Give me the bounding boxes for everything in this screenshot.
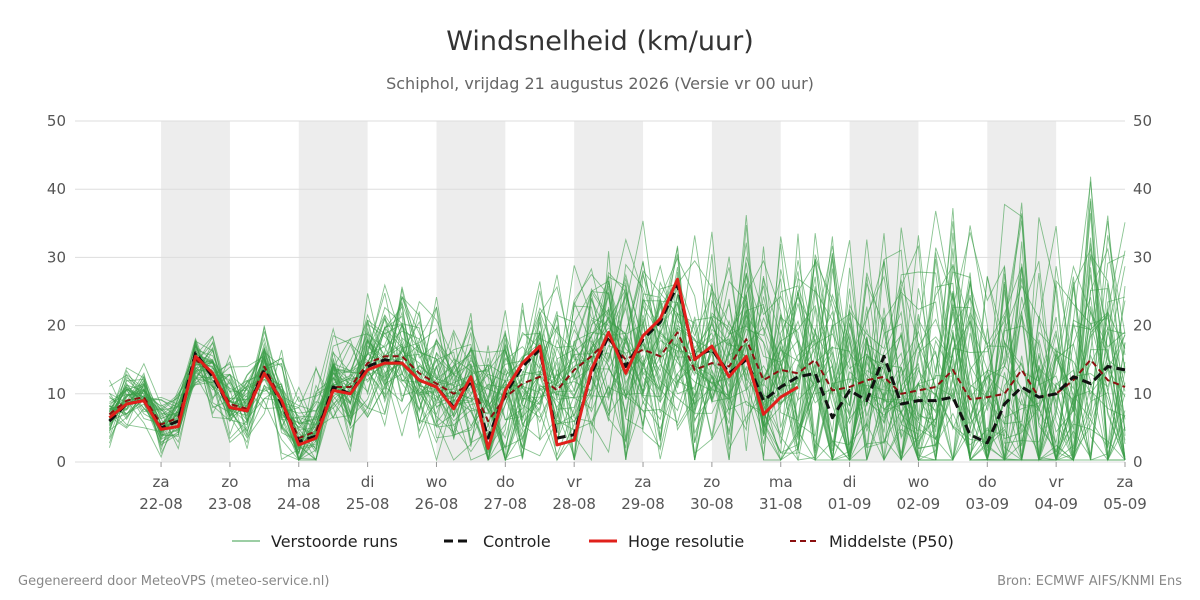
x-tick-date: 23-08 [208,495,252,513]
perturbed-run-line [109,264,1126,461]
x-axis: za 22-08 zo 23-08 ma 24-08 di 25-08 wo 26-08 do 27-… [139,462,1147,513]
x-tick-weekday: vr [1049,473,1065,491]
chart-title: Windsnelheid (km/uur) [446,26,754,57]
high-res-line [108,277,799,450]
x-tick-weekday: zo [703,473,720,491]
legend-label-median: Middelste (P50) [829,532,954,551]
y-tick-label-right: 50 [1133,112,1152,130]
legend: Verstoorde runs Controle Hoge resolutie … [232,532,954,551]
x-tick-weekday: di [361,473,375,491]
y-tick-label-right: 20 [1133,317,1152,335]
x-tick-weekday: wo [426,473,447,491]
x-tick-date: 04-09 [1034,495,1078,513]
x-tick-date: 05-09 [1103,495,1147,513]
x-tick-date: 26-08 [415,495,459,513]
x-tick-date: 29-08 [621,495,665,513]
legend-label-control: Controle [483,532,551,551]
x-tick-weekday: di [843,473,857,491]
legend-label-high-res: Hoge resolutie [628,532,744,551]
x-tick-weekday: za [153,473,170,491]
x-tick-weekday: za [1116,473,1133,491]
x-tick-date: 25-08 [346,495,390,513]
legend-label-perturbed: Verstoorde runs [271,532,398,551]
perturbed-run-line [109,241,1126,461]
x-tick-weekday: za [634,473,651,491]
y-tick-label-right: 10 [1133,385,1152,403]
y-tick-label-left: 50 [47,112,66,130]
x-tick-weekday: do [978,473,997,491]
perturbed-run-line [108,198,1126,462]
footer-generated-by: Gegenereerd door MeteoVPS (meteo-service… [18,574,329,589]
y-tick-label-left: 0 [56,453,66,471]
x-tick-date: 24-08 [277,495,321,513]
x-tick-weekday: ma [769,473,793,491]
x-tick-weekday: vr [567,473,583,491]
x-tick-date: 01-09 [828,495,872,513]
x-tick-weekday: zo [221,473,238,491]
x-tick-date: 02-09 [897,495,941,513]
perturbed-run-line [109,242,1126,461]
perturbed-run-line [109,245,1126,462]
y-tick-label-left: 40 [47,180,66,198]
x-tick-weekday: do [496,473,515,491]
x-tick-date: 27-08 [484,495,528,513]
main-series [108,277,1126,450]
y-tick-label-left: 30 [47,248,66,266]
x-tick-date: 31-08 [759,495,803,513]
gridlines [75,120,1125,463]
x-tick-weekday: wo [908,473,929,491]
y-tick-label-right: 30 [1133,248,1152,266]
y-tick-label-right: 0 [1133,453,1143,471]
footer-source: Bron: ECMWF AIFS/KNMI Ens [997,574,1182,589]
x-tick-date: 28-08 [552,495,596,513]
x-tick-weekday: ma [287,473,311,491]
perturbed-run-line [109,237,1126,462]
x-tick-date: 03-09 [965,495,1009,513]
y-tick-label-right: 40 [1133,180,1152,198]
y-tick-label-left: 10 [47,385,66,403]
y-tick-label-left: 20 [47,317,66,335]
x-tick-date: 30-08 [690,495,734,513]
chart-subtitle: Schiphol, vrijdag 21 augustus 2026 (Vers… [386,74,814,93]
x-tick-date: 22-08 [139,495,183,513]
y-axis-right: 0 10 20 30 40 50 [1133,112,1152,471]
y-axis-left: 0 10 20 30 40 50 [47,112,66,471]
